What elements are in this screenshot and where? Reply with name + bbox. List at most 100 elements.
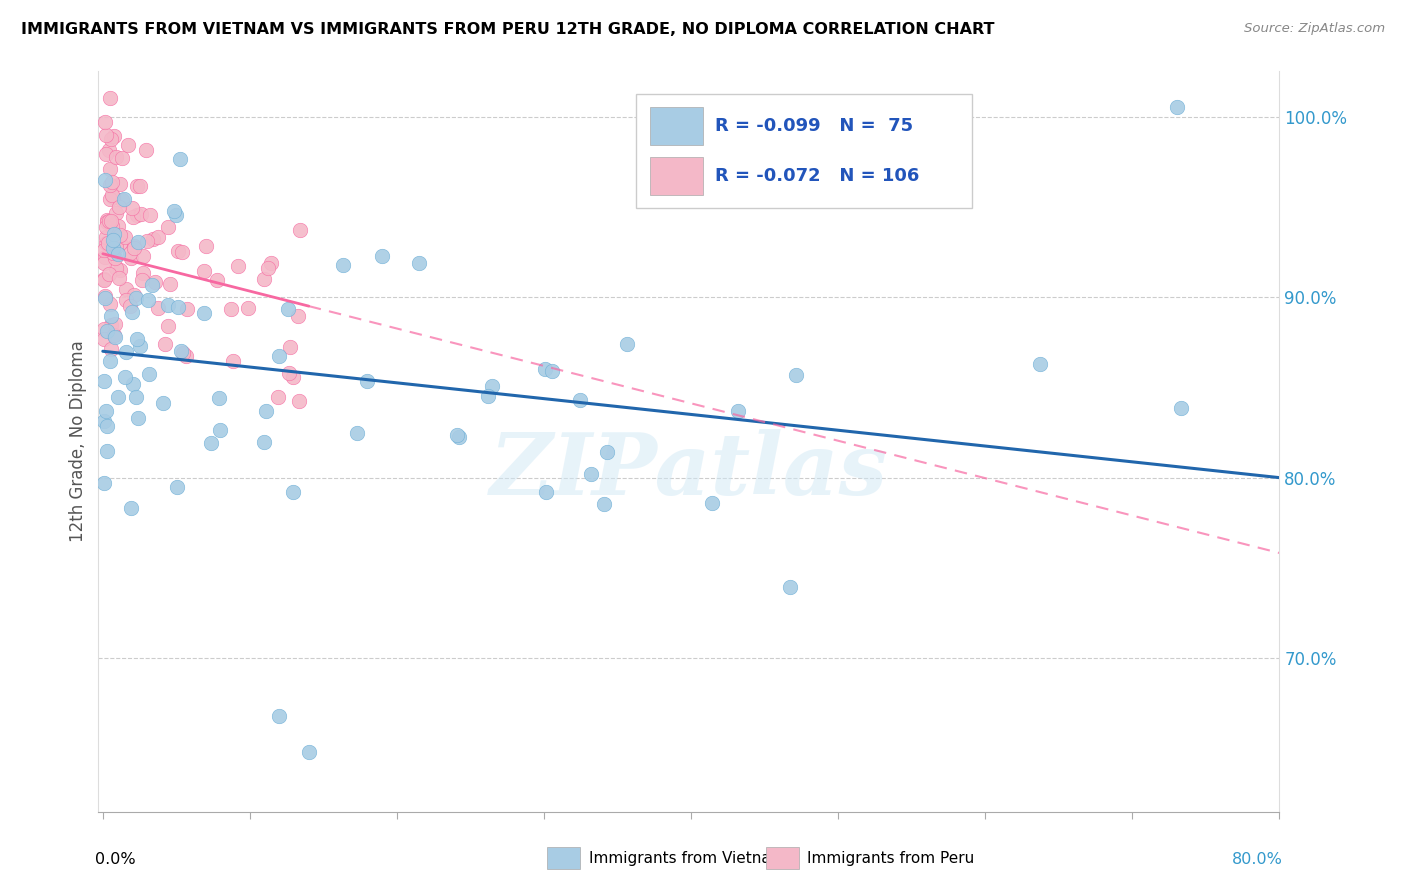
FancyBboxPatch shape (636, 94, 973, 209)
Text: ZIPatlas: ZIPatlas (489, 429, 889, 513)
Point (408, 256, 430, 270)
Point (122, 239, 145, 253)
Point (96, 215, 118, 229)
Point (148, 301, 170, 316)
Point (169, 153, 191, 167)
Point (100, 175, 122, 189)
Point (195, 239, 218, 253)
Point (332, 258, 354, 272)
Point (616, 336, 638, 351)
FancyBboxPatch shape (650, 156, 703, 195)
Point (222, 353, 245, 368)
Text: 0.0%: 0.0% (94, 853, 135, 867)
Point (114, 282, 136, 296)
Point (288, 223, 311, 237)
Point (152, 396, 174, 410)
Point (103, 241, 125, 255)
Point (477, 389, 499, 403)
Point (107, 247, 129, 261)
Point (269, 349, 291, 363)
Point (257, 261, 280, 276)
Text: R = -0.099   N =  75: R = -0.099 N = 75 (714, 117, 912, 136)
Point (138, 367, 160, 381)
Point (121, 305, 143, 319)
Point (267, 391, 290, 405)
Point (727, 404, 749, 418)
Point (253, 435, 276, 450)
Point (93, 333, 115, 347)
Point (172, 346, 194, 360)
Point (269, 709, 291, 723)
Point (135, 143, 157, 157)
Point (779, 580, 801, 594)
Point (114, 229, 136, 244)
FancyBboxPatch shape (650, 107, 703, 145)
Point (169, 344, 191, 359)
Point (277, 302, 299, 317)
Point (100, 318, 122, 332)
Point (129, 179, 152, 194)
Y-axis label: 12th Grade, No Diploma: 12th Grade, No Diploma (69, 341, 87, 542)
Point (101, 187, 124, 202)
Point (93, 244, 115, 258)
Point (163, 203, 186, 218)
Point (356, 375, 378, 389)
Point (579, 467, 602, 482)
Point (93, 273, 115, 287)
Point (114, 370, 136, 384)
Point (128, 338, 150, 352)
Point (136, 293, 159, 307)
Point (139, 208, 162, 222)
Point (159, 277, 181, 292)
Text: R = -0.072   N = 106: R = -0.072 N = 106 (714, 167, 920, 185)
Point (101, 245, 124, 260)
Point (111, 194, 134, 208)
Point (278, 366, 301, 380)
FancyBboxPatch shape (766, 847, 799, 870)
Point (193, 264, 215, 278)
Point (533, 362, 555, 376)
Point (165, 208, 187, 222)
Point (97, 144, 120, 158)
Point (93, 414, 115, 428)
Point (104, 236, 127, 251)
Point (785, 368, 807, 383)
Point (103, 233, 125, 247)
Point (94, 114, 117, 128)
Point (141, 232, 163, 246)
Point (176, 301, 198, 316)
Text: Source: ZipAtlas.com: Source: ZipAtlas.com (1244, 22, 1385, 36)
Text: Immigrants from Vietnam: Immigrants from Vietnam (589, 851, 785, 866)
Point (481, 379, 503, 393)
Point (93, 173, 115, 187)
Point (93, 322, 115, 336)
Point (120, 500, 142, 515)
Point (129, 206, 152, 220)
Point (122, 288, 145, 302)
Point (298, 745, 321, 759)
Point (94, 229, 117, 244)
Point (136, 234, 159, 248)
Point (98, 178, 121, 192)
Point (98, 297, 121, 311)
Point (121, 202, 143, 216)
Point (96, 219, 118, 234)
Point (100, 242, 122, 256)
Point (120, 299, 142, 313)
Text: IMMIGRANTS FROM VIETNAM VS IMMIGRANTS FROM PERU 12TH GRADE, NO DIPLOMA CORRELATI: IMMIGRANTS FROM VIETNAM VS IMMIGRANTS FR… (21, 22, 994, 37)
Point (278, 340, 301, 354)
Point (118, 245, 141, 260)
Point (112, 192, 135, 206)
Point (281, 484, 304, 499)
Point (208, 423, 231, 437)
Point (108, 200, 131, 214)
Point (104, 252, 127, 266)
Point (260, 256, 283, 270)
Point (98, 192, 121, 206)
Point (107, 390, 129, 404)
Point (104, 150, 127, 164)
Point (104, 317, 127, 331)
Point (94, 128, 117, 142)
Point (100, 162, 122, 177)
Point (94, 289, 117, 303)
